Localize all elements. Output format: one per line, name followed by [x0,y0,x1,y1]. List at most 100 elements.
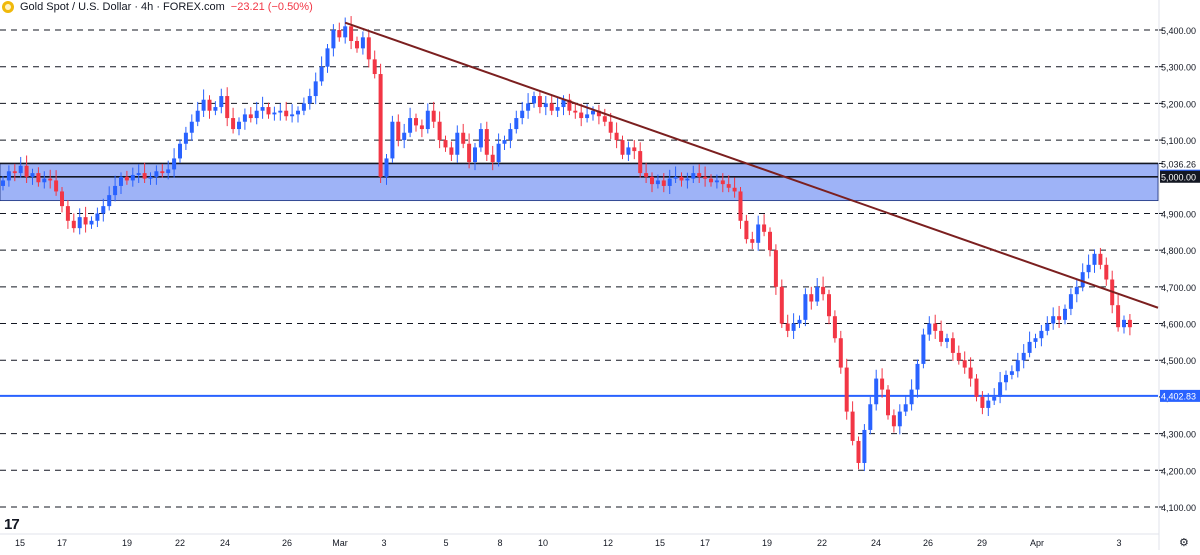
candle-body [189,121,194,133]
candle-body [620,140,625,155]
candle-body [514,118,519,130]
candle-body [992,396,997,401]
candle-body [945,338,949,342]
candle-body [939,330,944,342]
candle-body [809,294,814,302]
candle-body [614,132,619,141]
candle-body [768,231,772,251]
y-tick-label: 4,500.00 [1161,356,1196,366]
candle-body [449,147,454,155]
candle-body [602,116,607,122]
candle-body [1009,371,1014,375]
gear-icon[interactable]: ⚙ [1179,537,1189,549]
candle-body [437,121,442,141]
x-tick-label: 10 [538,538,548,548]
candle-body [838,338,843,368]
candle-body [331,30,336,49]
candle-body [591,110,595,115]
candle-body [508,129,513,141]
candle-body [425,110,430,130]
candle-body [119,176,123,186]
gold-symbol-icon [2,1,14,13]
candle-body [532,96,536,104]
candle-body [65,206,70,221]
x-tick-label: 19 [762,538,772,548]
price-label: 5,000.00 [1161,172,1196,182]
candle-body [71,220,76,229]
candle-body [956,352,961,361]
candle-body [307,96,312,104]
candle-body [638,151,643,174]
candle-body [555,107,560,111]
x-tick-label: 22 [817,538,827,548]
candle-body [83,217,88,225]
y-tick-label: 5,100.00 [1161,136,1196,146]
candle-body [986,400,991,408]
candle-body [296,110,300,115]
candle-body [832,316,837,339]
candle-body [644,173,649,177]
x-tick-label: 15 [655,538,665,548]
y-tick-label: 4,800.00 [1161,246,1196,256]
candle-body [178,143,182,159]
candle-body [756,224,761,243]
candle-body [962,360,967,368]
candle-body [738,191,743,221]
candle-body [325,48,330,67]
candle-body [903,404,908,412]
candle-body [850,411,855,441]
candle-body [697,173,702,177]
x-tick-label: 26 [282,538,292,548]
x-tick-label: 3 [381,538,386,548]
candle-body [242,114,247,122]
candle-body [301,103,306,111]
candle-body [1004,374,1008,383]
candle-body [142,173,147,179]
candle-body [1098,253,1103,265]
candle-body [608,121,613,133]
price-axis [1159,0,1200,550]
candle-body [30,173,35,177]
candle-body [154,171,159,177]
candle-body [520,110,525,119]
candle-body [36,173,41,183]
candle-body [827,294,831,317]
candle-body [408,118,413,133]
candle-body [785,323,790,331]
candle-body [673,176,678,179]
candle-body [703,176,708,179]
candle-body [195,110,200,122]
candle-body [779,286,784,324]
tradingview-logo-icon[interactable]: 17 [4,516,20,533]
candle-body [856,440,861,463]
candle-body [726,184,731,188]
support-resistance-zone [0,163,1159,202]
candle-body [909,389,914,405]
x-tick-label: 3 [1116,538,1121,548]
downtrend-line[interactable] [344,21,1159,309]
candle-body [797,319,802,324]
candle-body [585,114,590,119]
candle-body [355,41,359,49]
y-tick-label: 5,400.00 [1161,26,1196,36]
candle-body [390,121,395,159]
x-tick-label: Apr [1030,538,1044,548]
candle-body [124,176,129,181]
price-label: 4,402.83 [1161,391,1196,401]
candle-body [803,294,808,320]
candle-body [54,180,59,192]
candle-body [968,367,973,379]
candle-body [880,378,885,390]
candle-body [60,191,64,207]
candle-body [933,323,938,331]
y-tick-label: 4,700.00 [1161,283,1196,293]
candle-body [750,239,755,243]
candle-body [343,26,348,38]
candle-body [667,178,672,186]
candle-body [455,132,460,155]
candle-body [1080,272,1085,287]
x-tick-label: 19 [122,538,132,548]
candle-body [1,180,5,186]
